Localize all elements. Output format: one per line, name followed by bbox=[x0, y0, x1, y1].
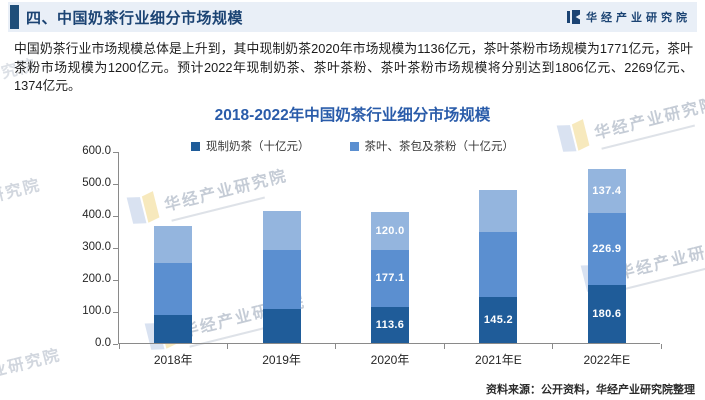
y-axis-tick-label: 200.0 bbox=[82, 273, 111, 285]
header-accent-bar bbox=[10, 5, 19, 29]
stacked-bar bbox=[262, 210, 301, 343]
bar-segment bbox=[154, 315, 193, 343]
bar-value-label: 137.4 bbox=[592, 184, 622, 197]
bar-segment bbox=[262, 309, 301, 343]
legend-swatch bbox=[191, 141, 200, 151]
watermark: 华经产业研究院 bbox=[0, 341, 63, 395]
bar-value-label: 180.6 bbox=[592, 308, 622, 321]
x-axis-tick bbox=[660, 344, 662, 349]
y-axis-tick bbox=[113, 343, 118, 345]
section-title: 四、中国奶茶行业细分市场规模 bbox=[26, 10, 244, 27]
stacked-bar: 145.2 bbox=[479, 190, 518, 343]
bar-slot bbox=[119, 152, 227, 343]
plot-area: 600.0 500.0 400.0 300.0 200.0 100.0 0.0 2018年 20… bbox=[82, 145, 662, 367]
x-axis-tick bbox=[443, 344, 445, 349]
brand-name: 华经产业研究院 bbox=[586, 12, 691, 24]
bar-slot: 113.6 177.1 120.0 bbox=[336, 152, 444, 343]
bar-segment bbox=[479, 231, 518, 297]
bar-segment bbox=[479, 190, 518, 232]
y-axis-tick bbox=[113, 151, 118, 153]
legend-item: 茶叶、茶包及茶粉（十亿元） bbox=[349, 138, 515, 154]
source-note: 资料来源：公开资料，华经产业研究院整理 bbox=[486, 384, 695, 396]
y-axis-tick bbox=[113, 247, 118, 249]
chart-legend: 现制奶茶（十亿元） 茶叶、茶包及茶粉（十亿元） bbox=[0, 138, 705, 154]
y-axis-tick-label: 300.0 bbox=[82, 241, 111, 253]
section-header-band: 四、中国奶茶行业细分市场规模 华经产业研究院 bbox=[8, 2, 697, 32]
x-axis-category-label: 2021年E bbox=[475, 353, 522, 367]
bar-segment: 226.9 bbox=[587, 212, 626, 286]
y-axis-tick bbox=[113, 215, 118, 217]
bar-segment: 120.0 bbox=[370, 211, 409, 250]
bar-slot: 180.6 226.9 137.4 bbox=[553, 152, 661, 343]
x-axis-tick bbox=[118, 344, 120, 349]
bar-segment bbox=[262, 210, 301, 250]
y-axis-tick-label: 400.0 bbox=[82, 209, 111, 221]
y-axis-tick-label: 600.0 bbox=[82, 145, 111, 157]
bar-segment bbox=[154, 262, 193, 316]
watermark-text: 华经产业研究院 bbox=[0, 176, 43, 224]
legend-item: 现制奶茶（十亿元） bbox=[191, 138, 310, 154]
bar-value-label: 145.2 bbox=[483, 313, 513, 326]
bar-value-label: 177.1 bbox=[375, 272, 405, 285]
y-axis-tick-label: 0.0 bbox=[95, 337, 111, 349]
y-axis-tick bbox=[113, 311, 118, 313]
x-axis-category-label: 2022年E bbox=[583, 353, 631, 367]
brand-logo: 华经产业研究院 bbox=[567, 9, 691, 25]
bar-segment: 145.2 bbox=[479, 296, 518, 343]
bar-value-label: 226.9 bbox=[592, 242, 622, 255]
y-axis-tick-label: 100.0 bbox=[82, 305, 111, 317]
bar-value-label: 120.0 bbox=[375, 224, 405, 237]
x-axis-category-label: 2020年 bbox=[370, 353, 410, 367]
bar-slot bbox=[227, 152, 335, 343]
watermark: 华经产业研究院 bbox=[0, 171, 43, 225]
x-axis-tick bbox=[552, 344, 554, 349]
bar-slot: 145.2 bbox=[444, 152, 552, 343]
legend-label: 现制奶茶（十亿元） bbox=[206, 141, 310, 153]
x-axis-tick bbox=[226, 344, 228, 349]
bar-segment bbox=[262, 249, 301, 310]
bar-segment: 177.1 bbox=[370, 249, 409, 307]
x-axis-tick bbox=[335, 344, 337, 349]
x-axis-category-label: 2019年 bbox=[262, 353, 301, 367]
watermark-text: 华经产业研究院 bbox=[0, 346, 63, 394]
x-axis-category-label: 2018年 bbox=[153, 353, 193, 367]
brand-logo-icon bbox=[567, 10, 580, 24]
bar-value-label: 113.6 bbox=[375, 318, 405, 331]
bar-segment bbox=[154, 225, 193, 263]
legend-label: 茶叶、茶包及茶粉（十亿元） bbox=[364, 141, 515, 153]
stacked-bar: 180.6 226.9 137.4 bbox=[587, 168, 626, 343]
y-axis-tick bbox=[113, 279, 118, 281]
y-axis-tick bbox=[113, 183, 118, 185]
chart-title: 2018-2022年中国奶茶行业细分市场规模 bbox=[214, 107, 491, 124]
bar-segment: 137.4 bbox=[587, 168, 626, 213]
bar-segment: 180.6 bbox=[587, 285, 626, 343]
intro-paragraph: 中国奶茶行业市场规模总体是上升到，其中现制奶茶2020年市场规模为1136亿元，… bbox=[14, 41, 693, 93]
stacked-bar: 113.6 177.1 120.0 bbox=[370, 211, 409, 343]
legend-swatch bbox=[349, 141, 359, 151]
bar-segment: 113.6 bbox=[370, 306, 409, 343]
y-axis-tick-label: 500.0 bbox=[82, 177, 111, 189]
stacked-bar bbox=[154, 225, 193, 343]
